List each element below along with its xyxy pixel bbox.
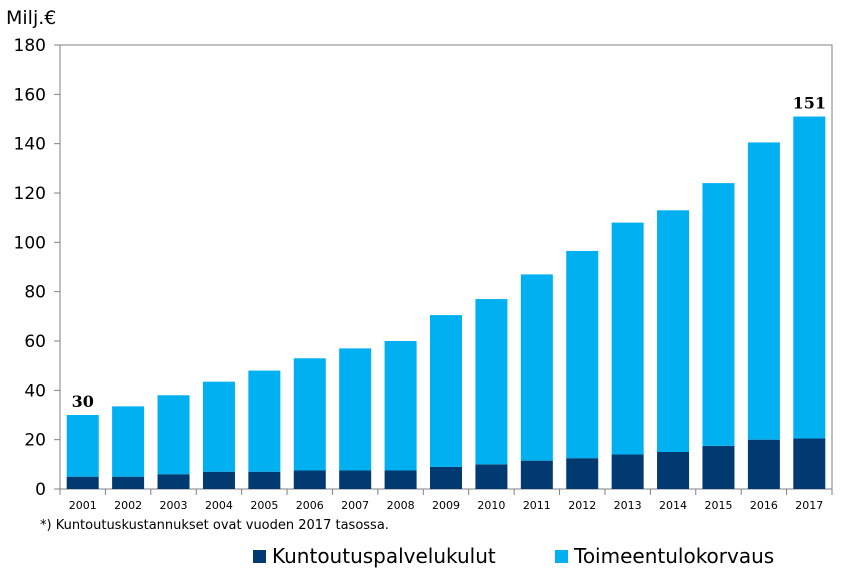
bar-kuntoutuspalvelukulut-2001 <box>66 476 99 489</box>
bar-toimeentulokorvaus-2002 <box>112 406 145 477</box>
bar-kuntoutuspalvelukulut-2005 <box>248 471 281 489</box>
bar-kuntoutuspalvelukulut-2003 <box>157 474 190 489</box>
legend-label-kuntoutuspalvelukulut: Kuntoutuspalvelukulut <box>272 544 496 568</box>
bar-toimeentulokorvaus-2005 <box>248 370 281 472</box>
bar-toimeentulokorvaus-2003 <box>157 395 190 475</box>
bar-toimeentulokorvaus-2008 <box>384 341 417 471</box>
bar-kuntoutuspalvelukulut-2002 <box>112 476 145 489</box>
bar-kuntoutuspalvelukulut-2006 <box>293 470 326 489</box>
y-unit-label: Milj.€ <box>6 7 56 29</box>
bar-toimeentulokorvaus-2006 <box>293 358 326 471</box>
x-tick-label: 2010 <box>477 499 505 512</box>
x-tick-label: 2013 <box>614 499 642 512</box>
bar-kuntoutuspalvelukulut-2004 <box>202 471 235 489</box>
y-tick-label: 160 <box>14 85 46 105</box>
bar-toimeentulokorvaus-2017 <box>793 116 826 439</box>
bar-toimeentulokorvaus-2012 <box>566 250 599 459</box>
bar-toimeentulokorvaus-2014 <box>657 210 690 452</box>
bar-toimeentulokorvaus-2010 <box>475 299 508 465</box>
x-tick-label: 2012 <box>568 499 596 512</box>
bar-kuntoutuspalvelukulut-2013 <box>611 454 644 489</box>
legend-label-toimeentulokorvaus: Toimeentulokorvaus <box>574 544 775 568</box>
bar-toimeentulokorvaus-2013 <box>611 222 644 455</box>
y-tick-label: 0 <box>35 480 46 500</box>
y-tick-label: 80 <box>24 283 46 303</box>
bar-kuntoutuspalvelukulut-2007 <box>339 470 372 489</box>
bar-kuntoutuspalvelukulut-2014 <box>657 452 690 489</box>
y-tick-label: 20 <box>24 431 46 451</box>
x-tick-label: 2006 <box>296 499 324 512</box>
x-tick-label: 2004 <box>205 499 233 512</box>
x-axis: 2001 2002 2003 2004 2005 2006 2007 2008 2009 2010… <box>59 489 833 512</box>
y-tick-label: 100 <box>14 233 46 253</box>
data-labels: 30 151 <box>72 94 826 411</box>
x-tick-label: 2008 <box>387 499 415 512</box>
footnote: *) Kuntoutuskustannukset ovat vuoden 201… <box>40 518 389 533</box>
x-tick-label: 2014 <box>659 499 687 512</box>
y-tick-label: 140 <box>14 135 46 155</box>
stacked-bar-chart: Milj.€ 0 20 40 60 80 100 120 140 160 180 2001 2002… <box>6 7 833 512</box>
data-label-2001: 30 <box>72 392 94 411</box>
data-label-2017: 151 <box>793 94 826 113</box>
bar-toimeentulokorvaus-2007 <box>339 348 372 471</box>
bar-kuntoutuspalvelukulut-2009 <box>430 466 462 489</box>
y-tick-label: 40 <box>24 381 46 401</box>
bar-toimeentulokorvaus-2009 <box>430 315 462 467</box>
x-tick-label: 2003 <box>160 499 188 512</box>
y-axis: 0 20 40 60 80 100 120 140 160 180 <box>14 36 60 500</box>
x-tick-label: 2011 <box>523 499 551 512</box>
bar-kuntoutuspalvelukulut-2011 <box>520 460 553 489</box>
x-tick-label: 2015 <box>704 499 732 512</box>
legend-swatch-kuntoutuspalvelukulut <box>253 549 266 563</box>
x-tick-label: 2016 <box>750 499 778 512</box>
bar-kuntoutuspalvelukulut-2010 <box>475 464 508 489</box>
x-tick-label: 2001 <box>69 499 97 512</box>
bar-kuntoutuspalvelukulut-2017 <box>793 438 826 489</box>
bar-toimeentulokorvaus-2015 <box>702 183 735 446</box>
y-tick-label: 60 <box>24 332 46 352</box>
x-tick-label: 2005 <box>250 499 278 512</box>
bar-toimeentulokorvaus-2016 <box>747 142 780 440</box>
bar-kuntoutuspalvelukulut-2015 <box>702 445 735 489</box>
bar-toimeentulokorvaus-2011 <box>520 274 553 461</box>
bar-toimeentulokorvaus-2001 <box>66 415 99 477</box>
legend-item-toimeentulokorvaus: Toimeentulokorvaus <box>555 544 774 568</box>
bar-toimeentulokorvaus-2004 <box>202 381 235 472</box>
x-tick-label: 2002 <box>114 499 142 512</box>
bar-kuntoutuspalvelukulut-2008 <box>384 470 417 489</box>
bar-kuntoutuspalvelukulut-2016 <box>747 439 780 489</box>
bars <box>66 116 826 489</box>
bar-kuntoutuspalvelukulut-2012 <box>566 458 599 489</box>
y-tick-label: 120 <box>14 184 46 204</box>
legend-item-kuntoutuspalvelukulut: Kuntoutuspalvelukulut <box>253 544 496 568</box>
x-tick-label: 2009 <box>432 499 460 512</box>
y-tick-label: 180 <box>14 36 46 56</box>
x-tick-label: 2017 <box>795 499 823 512</box>
legend-swatch-toimeentulokorvaus <box>555 549 568 563</box>
x-tick-label: 2007 <box>341 499 369 512</box>
